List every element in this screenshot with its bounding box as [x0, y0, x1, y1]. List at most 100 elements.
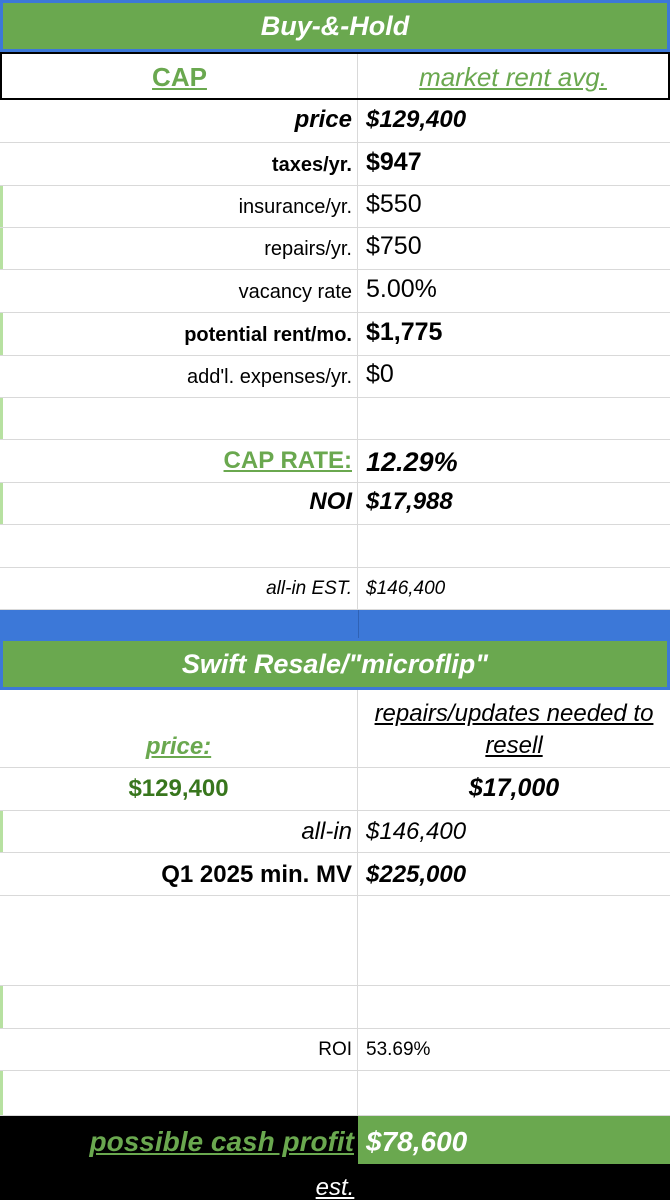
table-row: repairs/yr. $750: [0, 228, 670, 270]
table-row: CAP RATE: 12.29%: [0, 440, 670, 483]
empty-cell[interactable]: [0, 398, 358, 440]
addl-expenses-label: add'l. expenses/yr.: [186, 366, 352, 388]
table-row: [0, 896, 670, 986]
empty-cell[interactable]: [0, 1071, 358, 1116]
noi-label-cell[interactable]: NOI: [0, 483, 358, 525]
addl-expenses-label-cell[interactable]: add'l. expenses/yr.: [0, 356, 358, 398]
section-divider: [0, 610, 670, 638]
repairs-value: $750: [366, 232, 422, 260]
mv-value-cell[interactable]: $225,000: [358, 853, 670, 896]
profit-label-cell[interactable]: possible cash profit: [0, 1116, 358, 1164]
table-row: [0, 986, 670, 1029]
repairs-needed-value: $17,000: [468, 774, 560, 802]
repairs-needed-label: repairs/updates needed to resell: [374, 700, 654, 759]
table-row: add'l. expenses/yr. $0: [0, 356, 670, 398]
market-rent-header-cell[interactable]: market rent avg.: [358, 54, 668, 98]
roi-value-cell[interactable]: 53.69%: [358, 1029, 670, 1071]
repairs-value-cell[interactable]: $750: [358, 228, 670, 270]
addl-expenses-value-cell[interactable]: $0: [358, 356, 670, 398]
empty-cell[interactable]: [358, 1071, 670, 1116]
noi-value-cell[interactable]: $17,988: [358, 483, 670, 525]
est-cell[interactable]: est.: [0, 1164, 670, 1201]
profit-value: $78,600: [366, 1126, 468, 1157]
table-row: all-in EST. $146,400: [0, 568, 670, 610]
est-label: est.: [315, 1174, 355, 1201]
potential-rent-label-cell[interactable]: potential rent/mo.: [0, 313, 358, 356]
mv-value: $225,000: [366, 861, 467, 888]
insurance-value-cell[interactable]: $550: [358, 186, 670, 228]
table-row: all-in $146,400: [0, 811, 670, 853]
repairs-label-cell[interactable]: repairs/yr.: [0, 228, 358, 270]
row-accent: [0, 811, 3, 853]
cap-rate-value-cell[interactable]: 12.29%: [358, 440, 670, 483]
empty-cell[interactable]: [0, 896, 358, 986]
table-row: vacancy rate 5.00%: [0, 270, 670, 313]
table-row: price $129,400: [0, 100, 670, 143]
table-row: potential rent/mo. $1,775: [0, 313, 670, 356]
all-in-est-label: all-in EST.: [266, 578, 352, 599]
repairs-value-cell[interactable]: $17,000: [358, 768, 670, 811]
all-in-est-label-cell[interactable]: all-in EST.: [0, 568, 358, 610]
table-row: taxes/yr. $947: [0, 143, 670, 186]
mv-label: Q1 2025 min. MV: [161, 861, 352, 888]
repairs-label: repairs/yr.: [264, 238, 352, 260]
market-rent-header: market rent avg.: [419, 62, 607, 92]
cap-header: CAP: [152, 62, 207, 92]
buy-hold-title: Buy-&-Hold: [260, 11, 410, 41]
row-accent: [0, 228, 3, 270]
price-value: $129,400: [366, 106, 467, 133]
profit-label: possible cash profit: [89, 1126, 355, 1157]
resale-all-in-value-cell[interactable]: $146,400: [358, 811, 670, 853]
potential-rent-value-cell[interactable]: $1,775: [358, 313, 670, 356]
price-label: price: [294, 106, 352, 133]
repairs-needed-label-cell[interactable]: repairs/updates needed to resell: [358, 690, 670, 768]
row-accent: [0, 313, 3, 356]
resale-all-in-label: all-in: [301, 818, 352, 845]
empty-cell[interactable]: [0, 986, 358, 1029]
table-row: $129,400 $17,000: [0, 768, 670, 811]
buy-hold-title-bar: Buy-&-Hold: [0, 0, 670, 52]
insurance-label: insurance/yr.: [238, 196, 352, 218]
insurance-label-cell[interactable]: insurance/yr.: [0, 186, 358, 228]
empty-cell[interactable]: [0, 525, 358, 568]
cap-header-cell[interactable]: CAP: [2, 54, 358, 98]
resale-price-label-cell[interactable]: price:: [0, 690, 358, 768]
empty-cell[interactable]: [358, 525, 670, 568]
resale-price-value: $129,400: [128, 775, 229, 802]
profit-value-cell[interactable]: $78,600: [358, 1116, 670, 1164]
resale-price-value-cell[interactable]: $129,400: [0, 768, 358, 811]
cap-rate-label-cell[interactable]: CAP RATE:: [0, 440, 358, 483]
table-row: NOI $17,988: [0, 483, 670, 525]
mv-label-cell[interactable]: Q1 2025 min. MV: [0, 853, 358, 896]
cap-rate-value: 12.29%: [366, 447, 458, 477]
row-accent: [0, 398, 3, 440]
empty-cell[interactable]: [358, 398, 670, 440]
price-label-cell[interactable]: price: [0, 100, 358, 143]
addl-expenses-value: $0: [366, 360, 394, 388]
resale-all-in-value: $146,400: [366, 818, 467, 845]
row-accent: [0, 186, 3, 228]
resale-column-header: price: repairs/updates needed to resell: [0, 690, 670, 768]
price-value-cell[interactable]: $129,400: [358, 100, 670, 143]
resale-title: Swift Resale/"microflip": [181, 649, 489, 679]
potential-rent-label: potential rent/mo.: [184, 324, 352, 346]
table-row: [0, 525, 670, 568]
taxes-value: $947: [366, 148, 422, 176]
empty-cell[interactable]: [358, 986, 670, 1029]
divider-line: [358, 610, 359, 638]
resale-all-in-label-cell[interactable]: all-in: [0, 811, 358, 853]
all-in-est-value-cell[interactable]: $146,400: [358, 568, 670, 610]
est-row: est.: [0, 1164, 670, 1201]
table-row: [0, 398, 670, 440]
roi-label-cell[interactable]: ROI: [0, 1029, 358, 1071]
vacancy-label-cell[interactable]: vacancy rate: [0, 270, 358, 313]
taxes-value-cell[interactable]: $947: [358, 143, 670, 186]
all-in-est-value: $146,400: [366, 578, 446, 599]
vacancy-label: vacancy rate: [238, 281, 352, 303]
vacancy-value-cell[interactable]: 5.00%: [358, 270, 670, 313]
taxes-label-cell[interactable]: taxes/yr.: [0, 143, 358, 186]
buy-hold-column-header: CAP market rent avg.: [0, 52, 670, 100]
empty-cell[interactable]: [358, 896, 670, 986]
insurance-value: $550: [366, 190, 422, 218]
table-row: [0, 1071, 670, 1116]
